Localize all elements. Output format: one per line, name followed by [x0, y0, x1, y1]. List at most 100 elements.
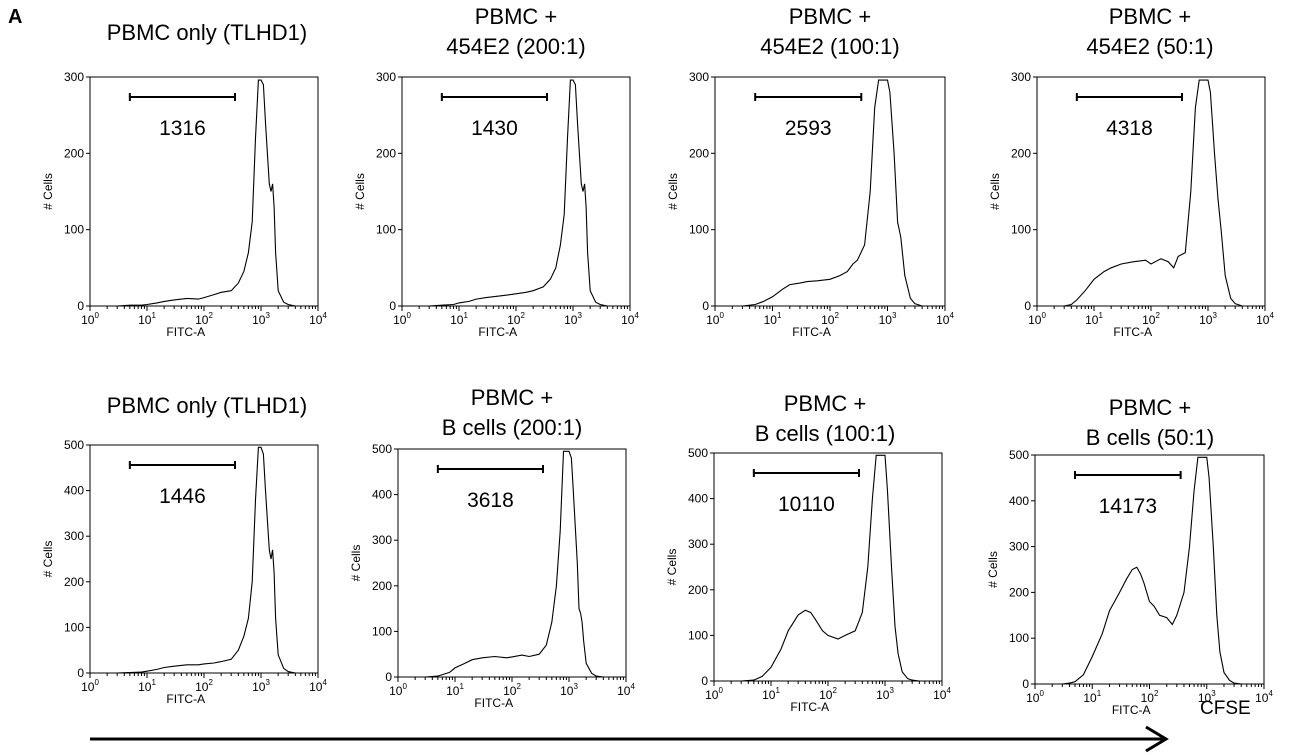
- panel-title: PBMC only (TLHD1): [107, 20, 307, 45]
- panel-title: PBMC +: [1109, 4, 1192, 29]
- y-axis-label: # Cells: [666, 173, 680, 210]
- y-tick-label: 200: [688, 583, 708, 597]
- y-tick-label: 0: [77, 299, 84, 313]
- plot-frame: [714, 76, 946, 307]
- y-tick-label: 0: [385, 670, 392, 684]
- y-tick-label: 300: [688, 537, 708, 551]
- gate-count-label: 1446: [159, 485, 206, 508]
- x-axis-label: FITC-A: [474, 696, 513, 710]
- y-tick-label: 400: [688, 492, 708, 506]
- y-tick-label: 300: [372, 533, 392, 547]
- x-tick-label: 101: [446, 682, 464, 698]
- cfse-arrow: [90, 725, 1169, 753]
- y-tick-label: 200: [64, 146, 84, 160]
- panel-title: 454E2 (200:1): [446, 34, 585, 59]
- panel-title: PBMC +: [789, 4, 872, 29]
- x-tick-label: 103: [1198, 689, 1216, 705]
- y-tick-label: 500: [688, 446, 708, 460]
- x-tick-label: 101: [1085, 311, 1103, 327]
- y-axis-label: # Cells: [353, 173, 367, 210]
- y-tick-label: 500: [372, 442, 392, 456]
- y-tick-label: 100: [689, 223, 709, 237]
- x-tick-label: 103: [876, 686, 894, 702]
- histogram-curve: [90, 79, 318, 307]
- y-tick-label: 400: [372, 488, 392, 502]
- x-tick-label: 101: [450, 311, 468, 327]
- y-tick-label: 100: [1011, 223, 1031, 237]
- x-tick-label: 102: [195, 678, 213, 694]
- x-tick-label: 100: [705, 686, 723, 702]
- plot-frame: [397, 448, 627, 678]
- gate-count-label: 10110: [778, 493, 835, 516]
- y-axis-label: # Cells: [41, 541, 55, 578]
- histogram-curve: [398, 450, 626, 678]
- y-tick-label: 0: [1022, 677, 1029, 691]
- y-tick-label: 500: [1009, 448, 1029, 462]
- histogram-curve: [714, 454, 942, 682]
- x-tick-label: 102: [821, 311, 839, 327]
- histogram-panel-6: PBMC +B cells (200:1)0100200300400500100…: [349, 385, 635, 710]
- gate-count-label: 2593: [785, 117, 832, 140]
- x-tick-label: 100: [389, 682, 407, 698]
- panel-title: PBMC +: [784, 391, 867, 416]
- plot-frame: [89, 444, 319, 674]
- x-tick-label: 103: [252, 311, 270, 327]
- y-tick-label: 0: [389, 299, 396, 313]
- panel-title: PBMC +: [471, 385, 554, 410]
- x-tick-label: 104: [621, 311, 639, 327]
- y-tick-label: 100: [1009, 631, 1029, 645]
- gate-count-label: 3618: [467, 489, 514, 512]
- x-tick-label: 100: [393, 311, 411, 327]
- y-axis-label: # Cells: [986, 551, 1000, 588]
- y-tick-label: 200: [64, 575, 84, 589]
- x-axis-label: FITC-A: [166, 325, 205, 339]
- y-tick-label: 200: [689, 146, 709, 160]
- y-tick-label: 300: [1009, 540, 1029, 554]
- x-tick-label: 103: [564, 311, 582, 327]
- panel-title: 454E2 (50:1): [1086, 34, 1213, 59]
- x-tick-label: 101: [764, 311, 782, 327]
- y-tick-label: 300: [64, 70, 84, 84]
- y-tick-label: 100: [688, 628, 708, 642]
- gate-count-label: 14173: [1099, 495, 1157, 518]
- y-tick-label: 200: [1011, 146, 1031, 160]
- x-tick-label: 102: [1142, 311, 1160, 327]
- x-tick-label: 102: [819, 686, 837, 702]
- x-tick-label: 100: [81, 678, 99, 694]
- y-axis-label: # Cells: [665, 549, 679, 586]
- y-tick-label: 400: [64, 484, 84, 498]
- x-tick-label: 101: [138, 311, 156, 327]
- x-tick-label: 103: [879, 311, 897, 327]
- panel-title: B cells (100:1): [755, 421, 896, 446]
- y-tick-label: 0: [702, 299, 709, 313]
- x-tick-label: 100: [81, 311, 99, 327]
- gate-count-label: 1316: [159, 117, 206, 140]
- y-tick-label: 0: [701, 674, 708, 688]
- y-tick-label: 300: [1011, 70, 1031, 84]
- x-tick-label: 103: [560, 682, 578, 698]
- plot-frame: [1036, 76, 1266, 307]
- y-tick-label: 200: [376, 146, 396, 160]
- y-tick-label: 100: [376, 223, 396, 237]
- x-axis-label: FITC-A: [166, 692, 205, 706]
- x-tick-label: 102: [1141, 689, 1159, 705]
- y-tick-label: 100: [64, 620, 84, 634]
- y-tick-label: 400: [1009, 494, 1029, 508]
- plot-frame: [89, 76, 319, 307]
- x-tick-label: 102: [507, 311, 525, 327]
- x-tick-label: 100: [1028, 311, 1046, 327]
- plot-frame: [401, 76, 631, 307]
- gate-count-label: 1430: [471, 117, 518, 140]
- y-tick-label: 0: [1024, 299, 1031, 313]
- y-tick-label: 300: [689, 70, 709, 84]
- y-tick-label: 200: [372, 579, 392, 593]
- x-axis-label: FITC-A: [1113, 325, 1152, 339]
- y-tick-label: 300: [376, 70, 396, 84]
- x-tick-label: 104: [1256, 311, 1274, 327]
- gate-count-label: 4318: [1106, 117, 1153, 140]
- x-axis-label: FITC-A: [478, 325, 517, 339]
